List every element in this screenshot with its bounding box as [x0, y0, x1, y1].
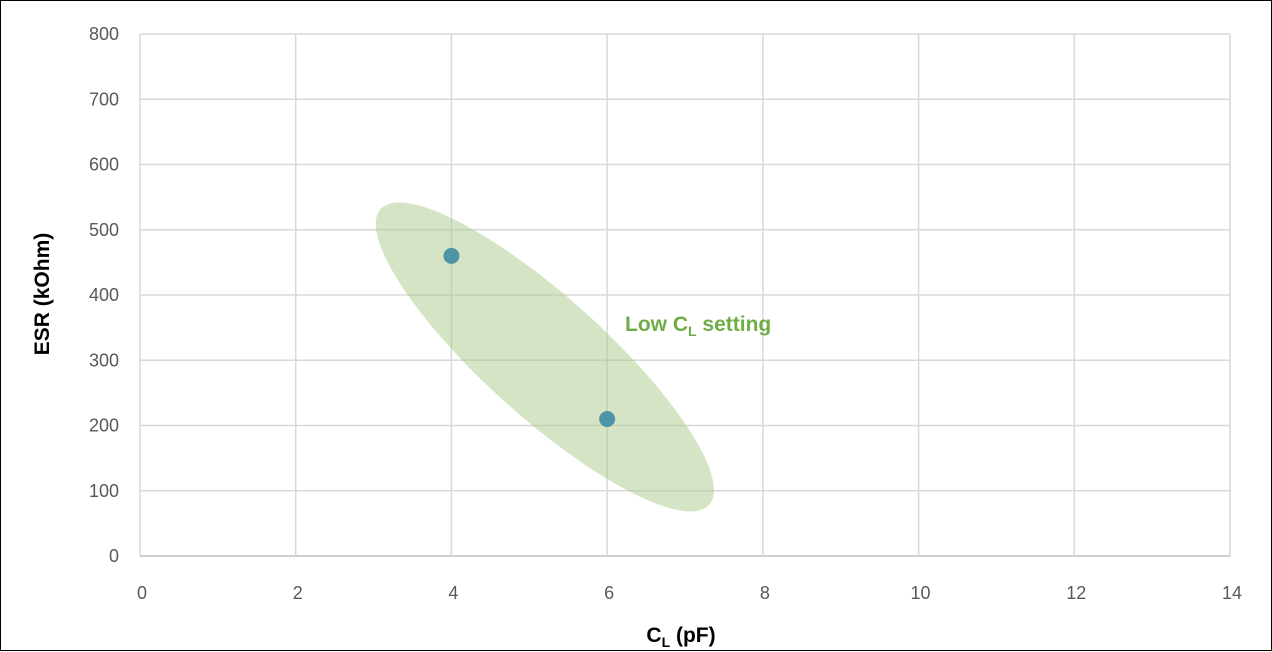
- x-tick-label: 0: [137, 583, 147, 603]
- y-tick-label: 200: [89, 416, 119, 436]
- tick-labels: 0 100 200 300 400 500 600 700 800 0 2 4 6 8 10 12 14: [89, 24, 1242, 603]
- grid-lines: [139, 33, 1231, 557]
- x-tick-label: 6: [604, 583, 614, 603]
- x-tick-label: 4: [448, 583, 458, 603]
- y-tick-label: 300: [89, 350, 119, 370]
- y-tick-label: 700: [89, 89, 119, 109]
- annotation-label: Low CL setting: [625, 313, 771, 339]
- data-point: [443, 247, 460, 264]
- x-tick-label: 2: [293, 583, 303, 603]
- x-tick-label: 12: [1066, 583, 1086, 603]
- highlight-region: [375, 202, 714, 512]
- x-tick-label: 8: [760, 583, 770, 603]
- y-tick-label: 500: [89, 220, 119, 240]
- x-tick-label: 14: [1222, 583, 1242, 603]
- data-points: [443, 247, 616, 427]
- data-point: [599, 410, 616, 427]
- x-axis-title: CL (pF): [646, 624, 715, 650]
- y-tick-label: 800: [89, 24, 119, 44]
- x-tick-label: 10: [911, 583, 931, 603]
- highlight-ellipse: [375, 202, 714, 512]
- y-tick-label: 600: [89, 155, 119, 175]
- y-tick-label: 400: [89, 285, 119, 305]
- y-axis-title: ESR (kOhm): [31, 233, 54, 356]
- y-tick-label: 100: [89, 481, 119, 501]
- y-tick-label: 0: [109, 546, 119, 566]
